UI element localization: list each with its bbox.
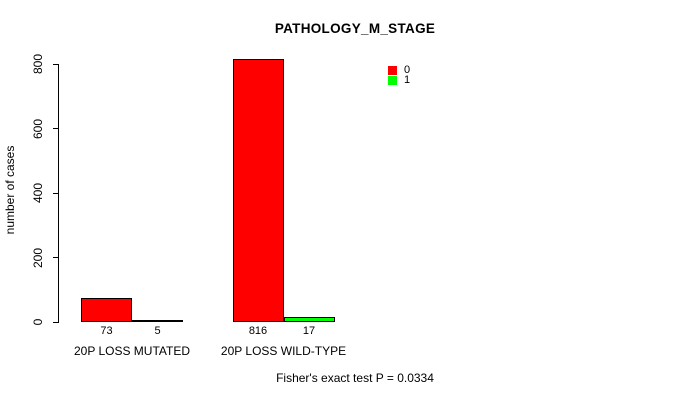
legend-item-1: 1 bbox=[388, 74, 411, 86]
y-axis-tick bbox=[53, 257, 58, 258]
bar-value-label: 816 bbox=[248, 325, 268, 337]
y-axis-line bbox=[58, 64, 59, 323]
bar-value-label: 5 bbox=[154, 325, 161, 337]
chart-title: PATHOLOGY_M_STAGE bbox=[274, 21, 436, 36]
legend-swatch-red bbox=[388, 66, 397, 75]
bar-20p-loss-wild-type-series-1 bbox=[283, 316, 335, 322]
y-axis-tick-label: 400 bbox=[31, 182, 45, 204]
legend-label-1: 1 bbox=[404, 74, 411, 86]
y-axis-tick bbox=[53, 321, 58, 323]
y-axis-tick-label: 600 bbox=[31, 118, 45, 139]
bar-20p-loss-mutated-series-1 bbox=[132, 320, 183, 322]
legend-item-0: 0 bbox=[388, 64, 411, 76]
y-axis-tick bbox=[53, 63, 58, 65]
y-axis-tick-label: 200 bbox=[31, 247, 45, 268]
bar-20p-loss-mutated-series-0 bbox=[81, 298, 132, 322]
category-label: 20P LOSS WILD-TYPE bbox=[220, 344, 347, 358]
legend: 0 1 bbox=[388, 64, 411, 86]
y-axis-tick-label: 800 bbox=[31, 53, 45, 75]
y-axis-tick-label: 0 bbox=[31, 318, 45, 326]
y-axis-tick bbox=[53, 192, 58, 194]
bar-20p-loss-wild-type-series-0 bbox=[232, 58, 284, 322]
legend-swatch-green bbox=[388, 76, 397, 85]
bar-value-label: 73 bbox=[100, 325, 113, 337]
y-axis-tick bbox=[53, 128, 58, 129]
y-axis-label: number of cases bbox=[3, 145, 17, 235]
legend-label-0: 0 bbox=[404, 64, 411, 76]
statistical-test-annotation: Fisher's exact test P = 0.0334 bbox=[276, 371, 434, 385]
bar-value-label: 17 bbox=[302, 325, 316, 337]
category-label: 20P LOSS MUTATED bbox=[73, 344, 191, 358]
